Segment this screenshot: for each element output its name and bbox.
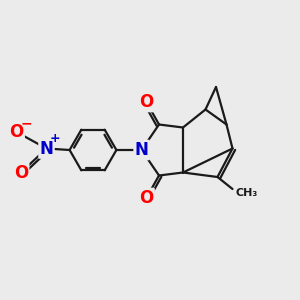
Text: O: O xyxy=(139,93,154,111)
Text: O: O xyxy=(9,123,24,141)
Text: +: + xyxy=(50,131,60,145)
Text: N: N xyxy=(40,140,53,158)
Text: CH₃: CH₃ xyxy=(236,188,258,199)
Text: O: O xyxy=(139,189,154,207)
Text: O: O xyxy=(14,164,28,181)
Text: −: − xyxy=(20,117,32,130)
Text: N: N xyxy=(135,141,148,159)
